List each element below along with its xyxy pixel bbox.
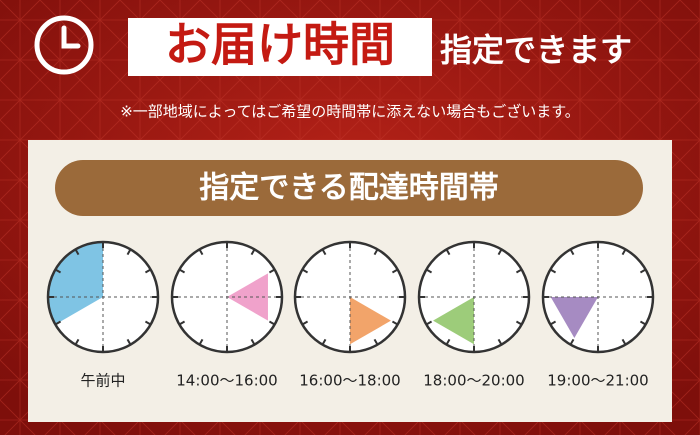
clock-tick [445, 338, 451, 346]
clock-tick [515, 320, 523, 326]
time-wedge [48, 242, 103, 325]
time-wedge [350, 297, 391, 345]
clock-tick [373, 338, 379, 346]
clock-tick [54, 320, 62, 326]
clock-tick [321, 248, 327, 256]
clock-tick [198, 338, 204, 346]
clock-tick [497, 338, 503, 346]
clock-tick [144, 320, 152, 326]
clock-tick [425, 320, 433, 326]
clock-tick [144, 268, 152, 274]
clock-tick [268, 320, 276, 326]
slot-label: 午前中 [80, 372, 125, 390]
clock-tick [445, 248, 451, 256]
clock-tick [301, 268, 309, 274]
clock-tick [178, 268, 186, 274]
clock-tick [198, 248, 204, 256]
clock-tick [515, 268, 523, 274]
clock-tick [497, 248, 503, 256]
clock-tick [549, 320, 557, 326]
slot-label: 16:00〜18:00 [299, 372, 400, 390]
clock-tick [391, 268, 399, 274]
clock-tick [639, 320, 647, 326]
clock-tick [569, 338, 575, 346]
clock-tick [268, 268, 276, 274]
time-wedge [227, 273, 268, 321]
slot-label: 18:00〜20:00 [423, 372, 524, 390]
clock-tick [301, 320, 309, 326]
panel-banner-text: 指定できる配達時間帯 [199, 171, 498, 206]
slot-label: 14:00〜16:00 [176, 372, 277, 390]
clock-tick [621, 338, 627, 346]
clock-tick [373, 248, 379, 256]
clock-tick [639, 268, 647, 274]
clock-tick [569, 248, 575, 256]
clock-tick [126, 248, 132, 256]
clock-tick [549, 268, 557, 274]
clock-tick [250, 248, 256, 256]
title: お届け時間 [165, 18, 395, 72]
clock-tick [126, 338, 132, 346]
clock-tick [178, 320, 186, 326]
panel-banner [55, 160, 643, 216]
clock-tick [621, 248, 627, 256]
time-wedge [550, 297, 598, 338]
clock-tick [391, 320, 399, 326]
clock-tick [74, 338, 80, 346]
clock-tick [54, 268, 62, 274]
title-suffix: 指定できます [440, 31, 632, 69]
clock-icon [34, 15, 94, 75]
time-wedge [433, 297, 474, 345]
slot-label: 19:00〜21:00 [547, 372, 648, 390]
clock-tick [425, 268, 433, 274]
clock-tick [74, 248, 80, 256]
clock-tick [321, 338, 327, 346]
note: ※一部地域によってはご希望の時間帯に添えない場合もございます。 [120, 103, 580, 121]
title-box [128, 18, 432, 76]
clock-tick [250, 338, 256, 346]
